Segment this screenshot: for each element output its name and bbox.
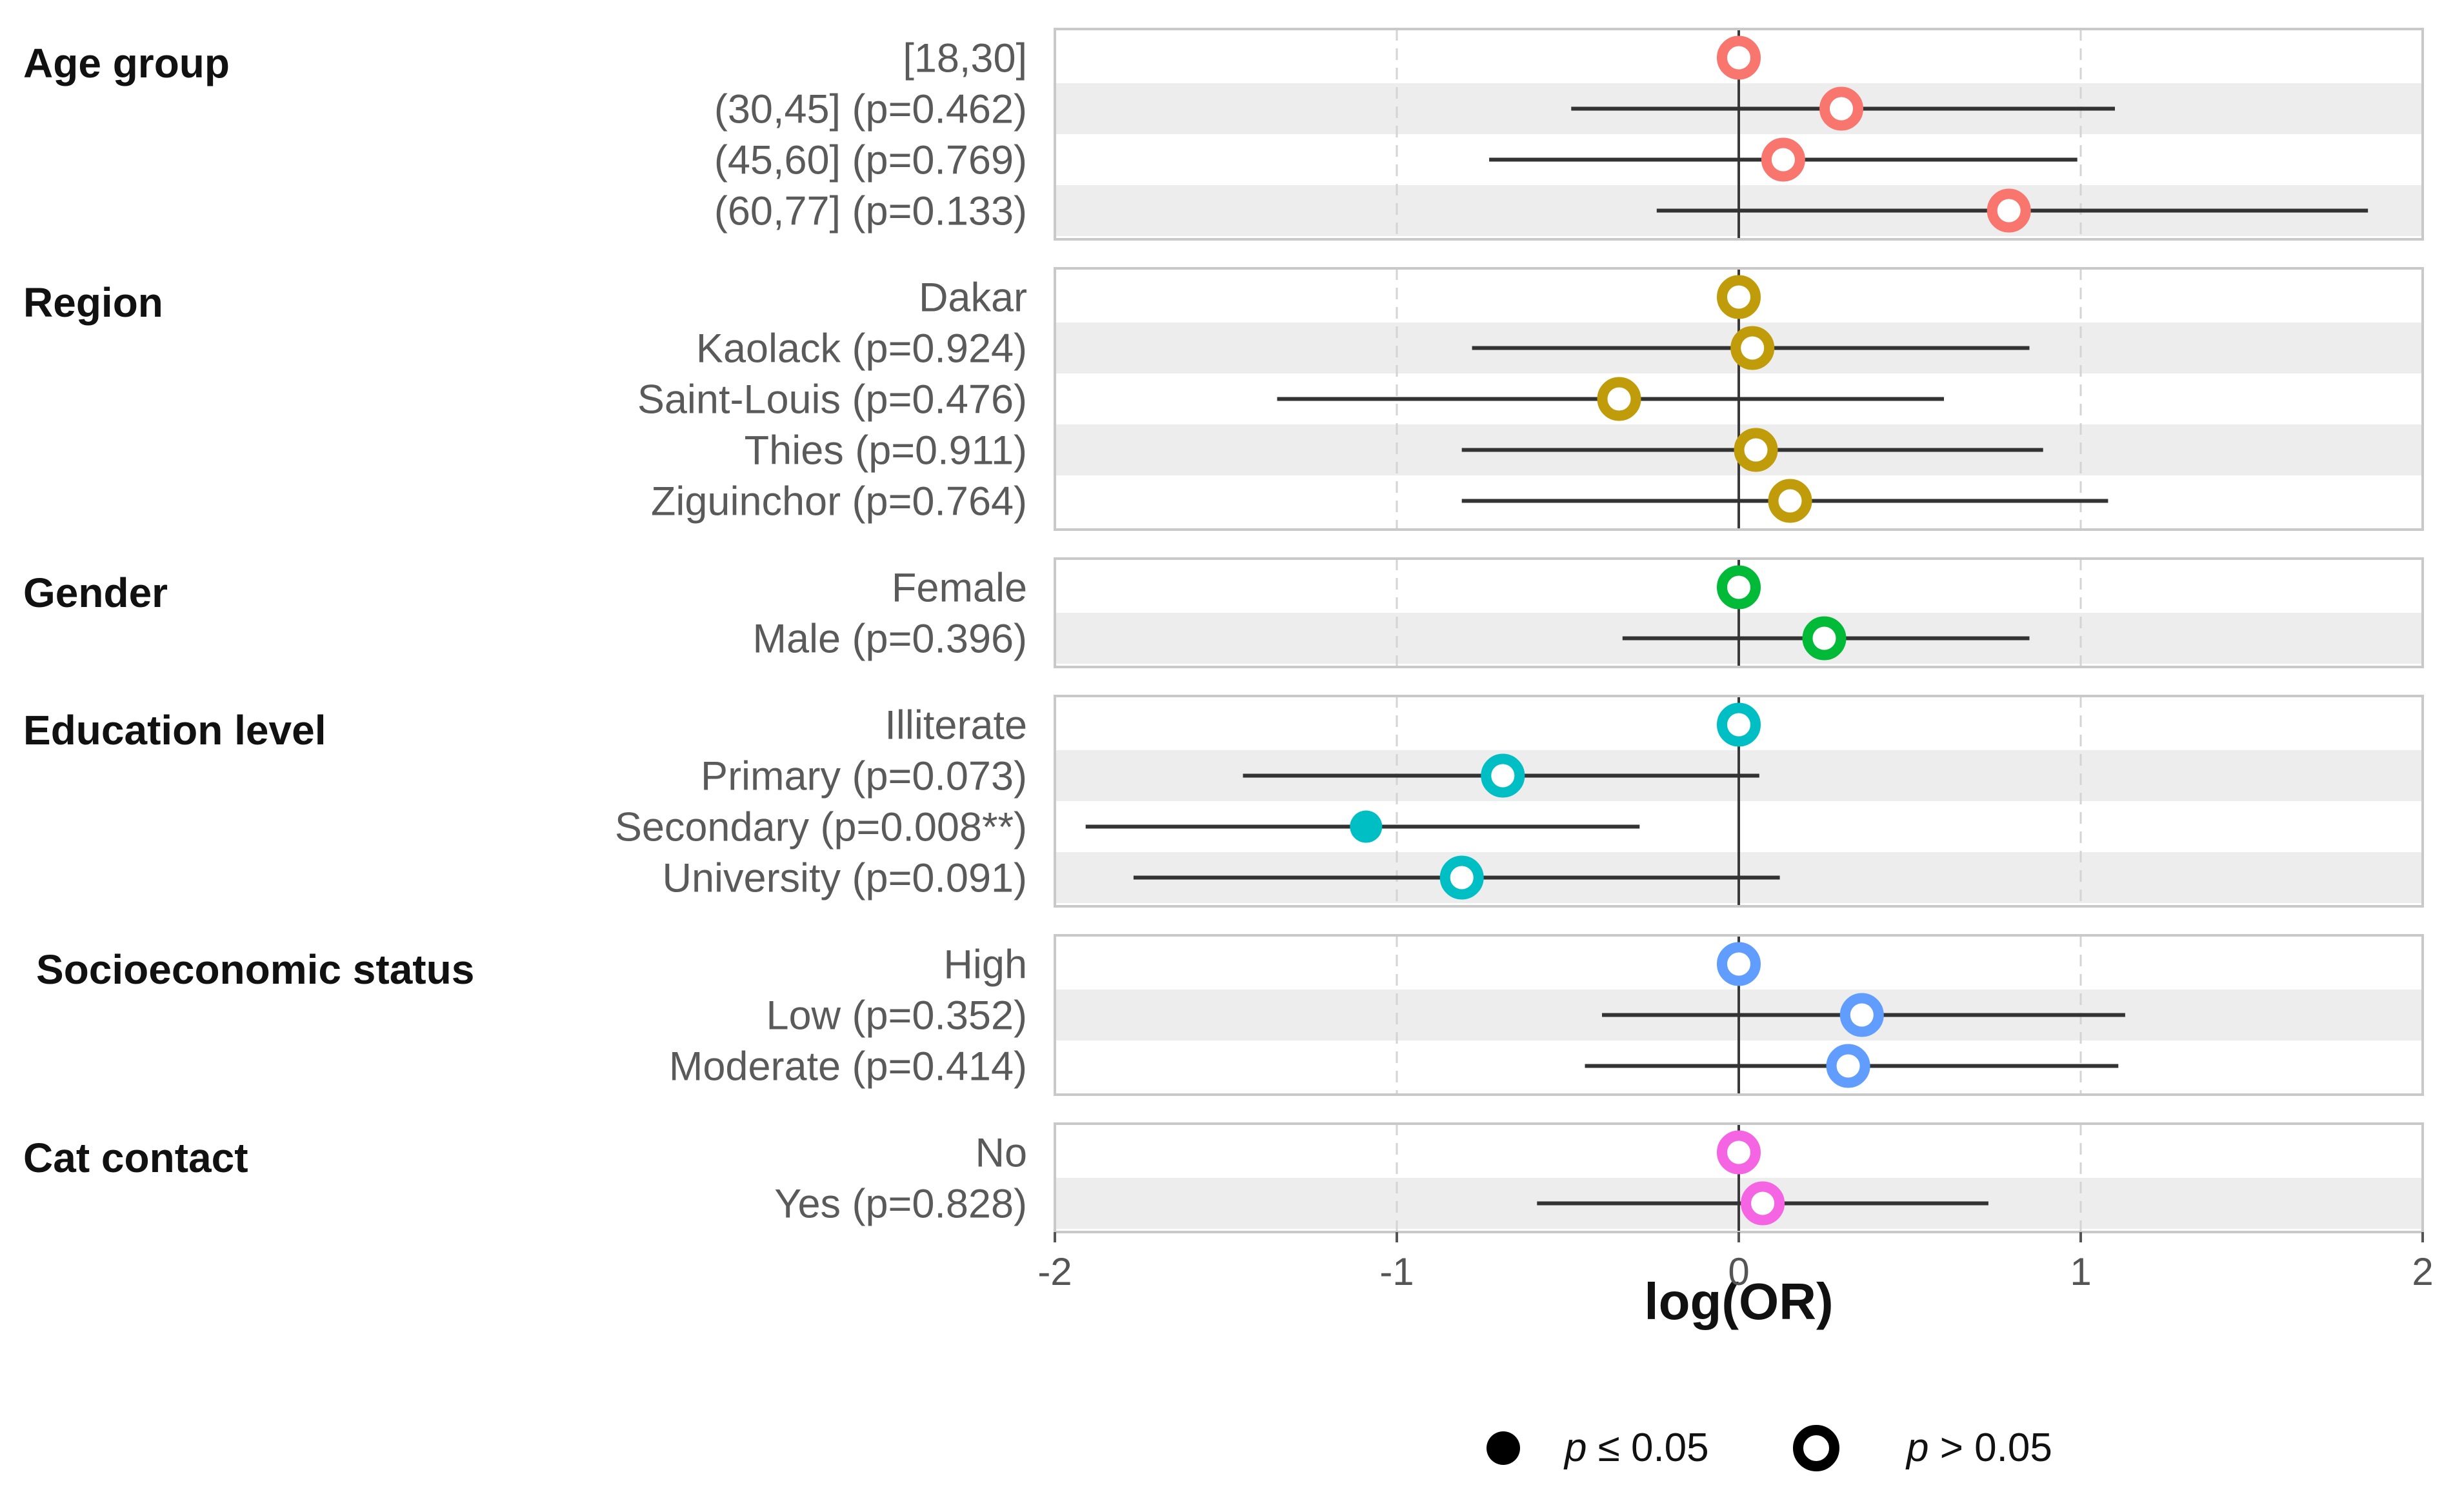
x-tick-label: -2 [1037,1250,1072,1293]
panel-border [1054,695,2424,908]
group-socioeconomic-status: Socioeconomic status High Low (p=0.352) Mod… [36,934,2424,1096]
row-label: Moderate (p=0.414) [669,1044,1027,1089]
point-estimate-open [1761,137,1805,182]
row-label: Primary (p=0.073) [701,754,1027,799]
point-estimate-filled [1350,810,1383,843]
panels-layer: Age group [18,30] (30,45] (p=0.462) (45,60]… [23,28,2424,1233]
legend-item: p ≤ 0.05 [1487,1426,1709,1470]
legend-p-symbol: p [1563,1426,1587,1470]
row-label: [18,30] [903,36,1027,81]
legend-item: p > 0.05 [1793,1425,2052,1471]
point-estimate-open [1717,565,1761,610]
point-estimate-open [1768,479,1812,523]
row-label: Yes (p=0.828) [774,1182,1027,1227]
point-estimate-open [1597,377,1641,421]
group-region: Region Dakar Kaolack (p=0.924) Saint-Louis … [23,267,2424,531]
row-label: (60,77] (p=0.133) [714,189,1027,234]
row-label: (30,45] (p=0.462) [714,87,1027,132]
row-label: Illiterate [885,703,1027,748]
x-tick-label: -1 [1379,1250,1414,1293]
row-label: No [975,1131,1027,1176]
row-label: Female [892,566,1027,611]
legend-symbol-open [1793,1425,1839,1471]
point-estimate-open [1717,1130,1761,1175]
point-estimate-open [1730,326,1775,370]
point-estimate-open [1802,616,1847,661]
group-cat-contact: Cat contact No Yes (p=0.828) [23,1122,2424,1233]
group-title: Education level [23,707,326,753]
panel-border [1054,934,2424,1096]
legend-condition: > 0.05 [1928,1426,2052,1470]
point-estimate-open [1717,702,1761,747]
point-estimate-open [1819,86,1863,131]
x-axis-title: log(OR) [1644,1273,1833,1330]
x-tick-label: 0 [1728,1250,1749,1293]
point-estimate-open [1741,1181,1785,1226]
point-estimate-open [1826,1044,1870,1088]
group-title: Cat contact [23,1135,248,1181]
group-gender: Gender Female Male (p=0.396) [23,557,2424,668]
row-label: (45,60] (p=0.769) [714,138,1027,183]
legend-symbol-filled [1487,1431,1520,1465]
row-label: Low (p=0.352) [766,993,1027,1039]
group-title: Socioeconomic status [36,946,474,993]
legend: p ≤ 0.05 p > 0.05 [1487,1425,2052,1471]
point-estimate-open [1987,188,2031,233]
group-title: Gender [23,570,168,616]
panel-border [1054,557,2424,668]
group-education-level: Education level Illiterate Primary (p=0.07… [23,695,2424,908]
point-estimate-open [1717,275,1761,319]
row-label: Dakar [919,275,1027,321]
legend-label: p > 0.05 [1905,1426,2052,1470]
panel-border [1054,28,2424,241]
legend-condition: ≤ 0.05 [1587,1426,1708,1470]
legend-label: p ≤ 0.05 [1563,1426,1709,1470]
group-age-group: Age group [18,30] (30,45] (p=0.462) (45,60]… [23,28,2424,241]
group-title: Region [23,279,163,326]
point-estimate-open [1717,35,1761,80]
x-tick-label: 1 [2070,1250,2091,1293]
row-label: University (p=0.091) [663,856,1028,901]
group-title: Age group [23,40,230,86]
x-tick-label: 2 [2412,1250,2433,1293]
point-estimate-open [1734,428,1778,472]
row-label: Kaolack (p=0.924) [696,326,1027,372]
row-label: Secondary (p=0.008**) [615,805,1027,850]
point-estimate-open [1839,993,1884,1037]
point-estimate-open [1439,855,1484,900]
legend-p-symbol: p [1905,1426,1928,1470]
point-estimate-open [1717,942,1761,986]
row-label: Ziguinchor (p=0.764) [651,479,1027,524]
point-estimate-open [1481,753,1525,798]
row-label: Male (p=0.396) [753,617,1028,662]
panel-border [1054,267,2424,531]
x-axis: log(OR) -2 -1 0 1 2 [1037,1232,2434,1330]
row-label: Saint-Louis (p=0.476) [637,377,1027,423]
row-label: Thies (p=0.911) [745,428,1027,473]
row-label: High [943,942,1027,988]
